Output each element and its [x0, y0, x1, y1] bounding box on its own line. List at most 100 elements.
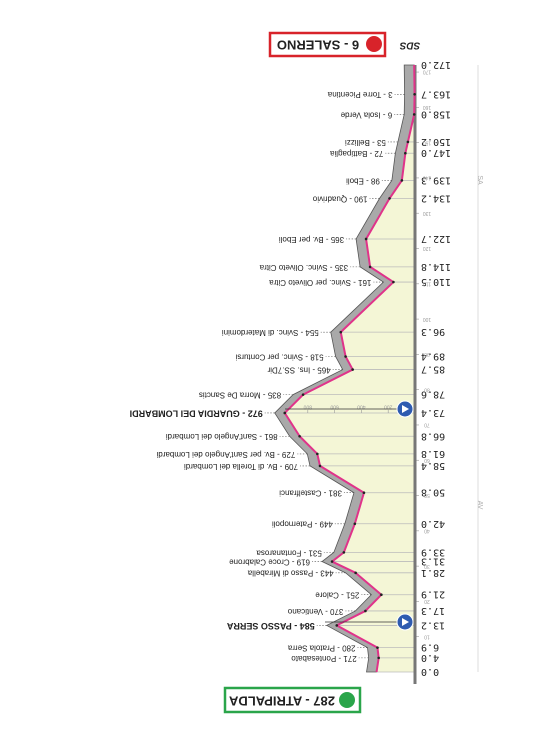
- x-tick-label: 163.7: [421, 88, 451, 99]
- place-label: 554 - Svinc. di Materdomini: [222, 328, 319, 337]
- km-scale-label: 150: [423, 139, 432, 145]
- place-point: [400, 179, 404, 182]
- x-tick-label: 172.0: [421, 59, 451, 70]
- place-label: 6 - Isola Verde: [340, 110, 392, 119]
- x-tick-label: 13.2: [421, 619, 445, 630]
- km-scale-label: 70: [424, 422, 430, 428]
- place-label: 861 - Sant'Angelo dei Lombardi: [166, 432, 278, 441]
- place-point: [364, 609, 367, 613]
- x-tick-label: 73.4: [421, 407, 445, 418]
- place-point: [339, 330, 343, 334]
- place-label: 98 - Eboli: [346, 176, 380, 185]
- km-scale-label: 90: [424, 351, 430, 357]
- x-tick-label: 122.7: [421, 233, 451, 244]
- marker-arrow: [402, 405, 409, 413]
- profile-layer: 0.0 4.06.9 13.2 17.3 21.9 28.131.333.9 42.0 50.…: [130, 59, 451, 684]
- km-scale-label: 120: [423, 245, 432, 251]
- end-box: 6 - SALERNO: [268, 31, 387, 58]
- x-tick-label: 42.0: [421, 518, 445, 529]
- x-tick-label: 61.8: [421, 448, 445, 459]
- place-point: [318, 464, 322, 468]
- x-tick-label: 50.8: [421, 487, 445, 498]
- place-point: [364, 237, 368, 241]
- place-point: [335, 624, 339, 627]
- place-point: [406, 140, 410, 144]
- place-label: 161 - Svinc. per Oliveto Citra: [269, 278, 372, 287]
- place-point: [413, 92, 416, 96]
- x-tick-label: 110.5: [421, 276, 451, 287]
- direction-label: SDS: [399, 39, 420, 50]
- place-point: [368, 265, 372, 269]
- sprint-markers: [285, 400, 414, 631]
- place-label: 465 - Ins. SS.7Dir: [267, 365, 330, 374]
- x-tick-label: 114.8: [421, 261, 451, 272]
- place-label: 271 - Pontesabato: [291, 654, 357, 663]
- place-label: 518 - Svinc. per Contursi: [235, 352, 323, 361]
- place-point: [342, 551, 346, 554]
- x-tick-label: 134.2: [421, 192, 451, 203]
- place-label: 709 - Bv. di Torella dei Lombardi: [184, 462, 298, 471]
- km-scale-label: 20: [424, 598, 430, 604]
- x-tick-label: 6.9: [421, 642, 439, 653]
- km-scale-label: 60: [424, 457, 430, 463]
- place-label: 3 - Torre Picentina: [327, 90, 392, 99]
- place-point: [392, 280, 395, 284]
- start-icon: [339, 692, 355, 708]
- x-tick-label: 89.4: [421, 351, 445, 362]
- start-frame: [223, 686, 362, 714]
- province-label: AV: [476, 501, 483, 510]
- place-point: [330, 560, 334, 563]
- x-tick-label: 0.0: [421, 666, 439, 677]
- place-label: 53 - Bellizzi: [345, 138, 386, 147]
- place-point: [351, 368, 354, 371]
- x-tick-label: 66.8: [421, 430, 445, 441]
- place-point: [380, 593, 383, 597]
- place-label: 190 - Quadrivio: [312, 194, 367, 203]
- x-tick-label: 96.3: [421, 326, 445, 337]
- place-point: [377, 656, 380, 660]
- place-label: 280 - Pratola Serra: [287, 644, 355, 653]
- place-point: [353, 522, 357, 526]
- start-label: 287 - ATRIPALDA: [228, 694, 335, 709]
- km-scale-label: 80: [424, 386, 430, 392]
- place-label: 381 - Castelfranci: [279, 489, 342, 498]
- x-tick-label: 33.9: [421, 546, 445, 557]
- x-tick-label: 147.0: [421, 147, 451, 158]
- place-label: 619 - Croce Calabrone: [229, 557, 310, 566]
- x-tick-label: 139.3: [421, 174, 451, 185]
- place-label: 729 - Bv. per Sant'Angelo dei Lombardi: [156, 450, 295, 459]
- x-tick-label: 4.0: [421, 652, 439, 663]
- place-label: 72 - Battipaglia: [329, 149, 383, 158]
- y-tick-label: 800: [303, 404, 312, 410]
- place-label: 531 - Fontanarosa: [256, 548, 322, 557]
- y-tick-label: 200: [384, 404, 393, 410]
- place-label: 365 - Bv. per Eboli: [279, 235, 344, 244]
- place-point: [344, 355, 347, 358]
- x-tick-label: 58.4: [421, 460, 445, 471]
- place-point: [354, 571, 357, 575]
- x-tick-label: 85.7: [421, 364, 445, 375]
- x-tick-label: 31.3: [421, 556, 445, 567]
- y-tick-label: 400: [357, 404, 366, 410]
- place-point: [362, 491, 366, 495]
- x-tick-label: 78.6: [421, 389, 445, 400]
- place-label: 449 - Paternopoli: [272, 520, 333, 529]
- place-label: 835 - Morra De Sanctis: [199, 391, 281, 400]
- km-scale-label: 160: [423, 104, 432, 110]
- place-point: [298, 434, 301, 438]
- place-point: [412, 113, 416, 116]
- km-scale-label: 40: [424, 528, 430, 534]
- km-scale-label: 50: [424, 492, 430, 498]
- end-label: 6 - SALERNO: [277, 38, 359, 53]
- x-tick-label: 17.3: [421, 605, 445, 616]
- km-scale-label: 130: [423, 210, 432, 216]
- x-tick-label: 28.1: [421, 567, 445, 578]
- x-tick-label: 150.2: [421, 136, 451, 147]
- place-label: 370 - Venticano: [287, 607, 343, 616]
- place-point: [404, 151, 407, 155]
- km-scale-label: 30: [424, 563, 430, 569]
- km-scale-label: 170: [423, 69, 432, 75]
- marker-arrow: [402, 618, 409, 626]
